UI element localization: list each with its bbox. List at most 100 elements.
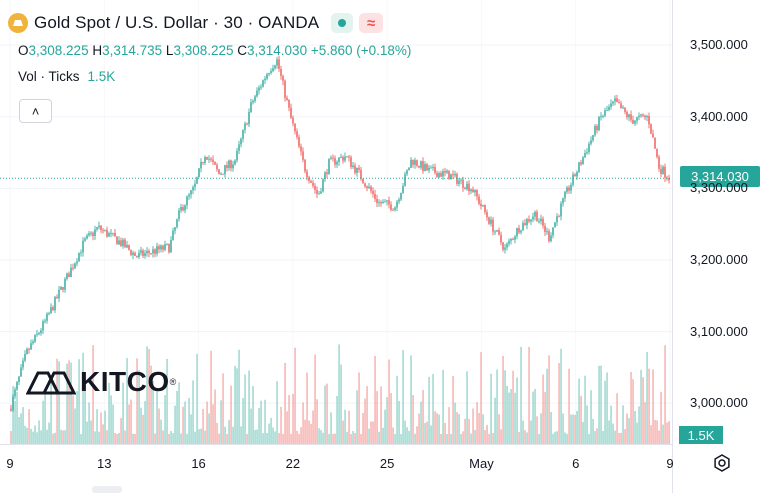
- candle-body: [66, 273, 68, 280]
- volume-bar: [52, 433, 54, 444]
- volume-bar: [170, 431, 172, 444]
- symbol-title[interactable]: Gold Spot / U.S. Dollar · 30 · OANDA: [34, 13, 320, 32]
- volume-bar: [586, 405, 588, 444]
- volume-bar: [472, 408, 474, 444]
- volume-label[interactable]: Vol · Ticks: [18, 69, 80, 84]
- volume-bar: [174, 405, 176, 444]
- volume-bar: [350, 433, 352, 444]
- volume-bar: [104, 410, 106, 444]
- market-status-dot-icon[interactable]: [331, 13, 354, 33]
- volume-bar: [66, 363, 68, 444]
- volume-bar: [158, 408, 160, 444]
- x-tick-label: 22: [285, 456, 301, 471]
- candle-body: [218, 169, 220, 175]
- candle-body: [626, 111, 628, 118]
- volume-bar: [626, 413, 628, 444]
- candle-body: [492, 219, 494, 232]
- candle-body: [300, 146, 302, 152]
- candle-body: [20, 367, 22, 377]
- volume-bar: [74, 408, 76, 444]
- volume-bar: [290, 433, 292, 444]
- volume-bar: [178, 382, 180, 444]
- volume-bar: [190, 414, 192, 444]
- volume-bar: [394, 433, 396, 444]
- collapse-legend-button[interactable]: ˄: [19, 99, 52, 123]
- data-problem-wave-icon[interactable]: ≈: [359, 13, 384, 33]
- candle-body: [260, 86, 262, 88]
- volume-bar: [636, 422, 638, 444]
- candle-body: [378, 202, 380, 204]
- candle-body: [526, 219, 528, 226]
- volume-bar: [388, 359, 390, 444]
- candle-body: [156, 246, 158, 254]
- candle-body: [52, 307, 54, 311]
- candle-body: [254, 96, 256, 101]
- volume-bar: [592, 418, 594, 444]
- candle-body: [636, 117, 638, 121]
- volume-bar: [654, 419, 656, 444]
- candle-body: [16, 382, 18, 390]
- candle-body: [318, 193, 320, 195]
- volume-bar: [362, 413, 364, 444]
- volume-bar: [238, 349, 240, 444]
- volume-bar: [162, 430, 164, 444]
- volume-bar: [608, 420, 610, 444]
- volume-bar: [510, 389, 512, 444]
- volume-bar: [320, 430, 322, 444]
- candle-body: [154, 249, 156, 254]
- volume-bar: [10, 431, 12, 444]
- volume-bar: [274, 431, 276, 444]
- candle-body: [408, 167, 410, 171]
- candle-body: [26, 348, 28, 354]
- y-tick-label: 3,100.000: [690, 323, 748, 339]
- candle-body: [370, 186, 372, 192]
- volume-bar: [474, 429, 476, 444]
- candle-body: [582, 157, 584, 165]
- candle-body: [294, 123, 296, 132]
- candle-body: [322, 179, 324, 192]
- candle-body: [304, 159, 306, 172]
- candle-body: [484, 205, 486, 213]
- candle-body: [518, 228, 520, 233]
- volume-bar: [308, 420, 310, 444]
- scroll-handle[interactable]: [92, 486, 122, 493]
- volume-bar: [534, 388, 536, 444]
- low-value: 3,308.225: [173, 43, 234, 58]
- settings-gear-icon[interactable]: [712, 453, 732, 473]
- candle-body: [486, 212, 488, 218]
- volume-bar: [144, 401, 146, 444]
- volume-bar: [536, 416, 538, 444]
- volume-bar: [380, 386, 382, 444]
- volume-bar: [270, 417, 272, 444]
- candle-body: [84, 238, 86, 241]
- volume-bar: [602, 431, 604, 444]
- candle-body: [568, 187, 570, 191]
- volume-bar: [456, 412, 458, 444]
- candle-body: [660, 168, 662, 174]
- volume-bar: [340, 364, 342, 444]
- candle-body: [352, 165, 354, 168]
- volume-bar: [418, 413, 420, 444]
- candle-body: [448, 170, 450, 180]
- volume-bar: [384, 409, 386, 444]
- volume-bar: [110, 395, 112, 444]
- volume-bar: [28, 409, 30, 444]
- candle-body: [504, 247, 506, 250]
- candle-body: [288, 99, 290, 108]
- volume-bar: [230, 385, 232, 444]
- volume-bar: [622, 405, 624, 444]
- candle-body: [468, 183, 470, 192]
- volume-value: 1.5K: [87, 69, 116, 84]
- candle-body: [664, 166, 666, 178]
- candle-body: [182, 207, 184, 211]
- volume-bar: [336, 395, 338, 444]
- candle-body: [58, 289, 60, 299]
- volume-bar: [246, 433, 248, 444]
- candle-body: [310, 180, 312, 183]
- volume-bar: [446, 433, 448, 444]
- candle-body: [396, 201, 398, 208]
- volume-bar: [660, 391, 662, 444]
- volume-bar: [582, 421, 584, 444]
- candle-body: [642, 114, 644, 116]
